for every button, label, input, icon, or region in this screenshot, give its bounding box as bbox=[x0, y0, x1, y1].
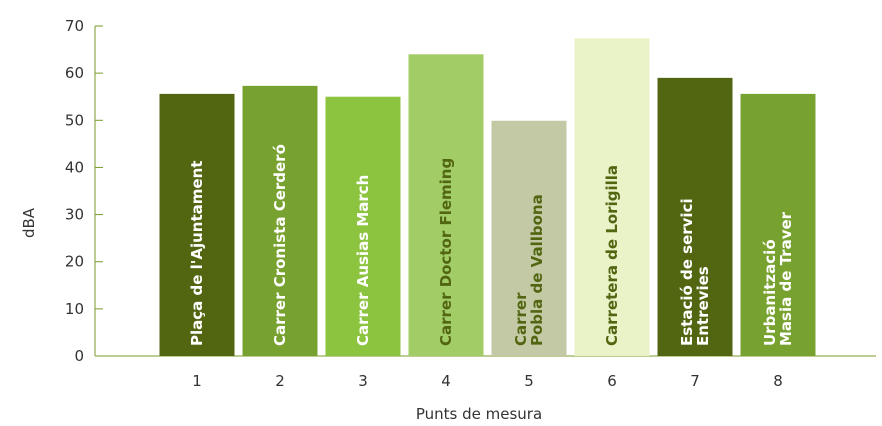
bar bbox=[740, 93, 816, 356]
bar bbox=[491, 120, 567, 356]
bar-name-label: Entrevies bbox=[694, 266, 712, 346]
y-tick-label: 10 bbox=[65, 300, 84, 318]
bar bbox=[242, 85, 318, 356]
x-tick-label: 2 bbox=[275, 372, 285, 390]
x-tick-label: 1 bbox=[192, 372, 202, 390]
y-tick-label: 70 bbox=[65, 17, 84, 35]
bar bbox=[657, 77, 733, 356]
bar bbox=[325, 96, 401, 356]
bar-name-label: Carrer bbox=[512, 292, 530, 346]
x-tick-label: 8 bbox=[773, 372, 783, 390]
x-tick-label: 6 bbox=[607, 372, 617, 390]
x-tick-label: 7 bbox=[690, 372, 700, 390]
y-tick-label: 0 bbox=[74, 347, 84, 365]
bar bbox=[159, 93, 235, 356]
x-tick-label: 3 bbox=[358, 372, 368, 390]
bar-name-label: Carrer Ausias March bbox=[354, 175, 372, 346]
bar-name-label: Carretera de Lorigilla bbox=[603, 165, 621, 346]
bar-name-label: Estació de servici bbox=[678, 198, 696, 346]
y-tick-label: 40 bbox=[65, 158, 84, 176]
x-tick-label: 5 bbox=[524, 372, 534, 390]
x-tick-label: 4 bbox=[441, 372, 451, 390]
bar-name-label: Carrer Cronista Cerderó bbox=[271, 144, 289, 346]
bar-name-label: Masia de Traver bbox=[777, 211, 795, 346]
bar bbox=[408, 54, 484, 357]
y-tick-label: 50 bbox=[65, 111, 84, 129]
bars bbox=[159, 38, 816, 357]
x-axis-title: Punts de mesura bbox=[416, 405, 542, 423]
y-axis: 0 10 20 30 40 50 60 70 bbox=[65, 17, 103, 365]
y-tick-label: 60 bbox=[65, 64, 84, 82]
bar-name-label: Plaça de l'Ajuntament bbox=[188, 161, 206, 346]
y-tick-label: 20 bbox=[65, 253, 84, 271]
y-axis-title: dBA bbox=[20, 207, 38, 238]
bar-labels: Plaça de l'Ajuntament Carrer Cronista Cer… bbox=[188, 144, 795, 346]
bar-name-label: Carrer Doctor Fleming bbox=[437, 158, 455, 346]
bar-name-label: Pobla de Vallbona bbox=[528, 194, 546, 346]
bar-name-label: Urbanització bbox=[761, 239, 779, 346]
bar bbox=[574, 38, 650, 356]
y-tick-label: 30 bbox=[65, 206, 84, 224]
x-axis: 1 2 3 4 5 6 7 8 bbox=[95, 355, 876, 390]
